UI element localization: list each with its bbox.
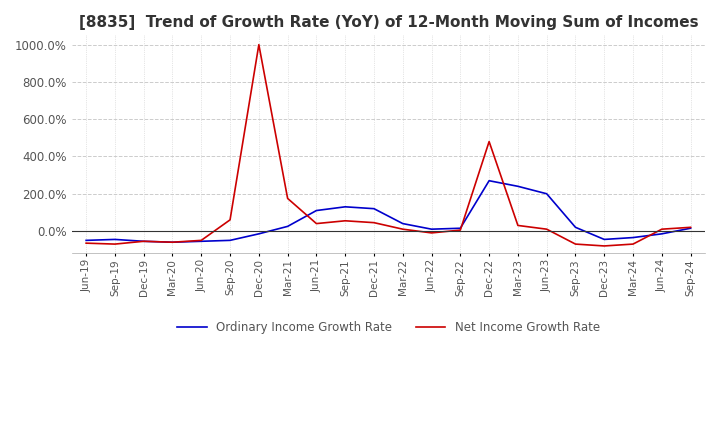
Net Income Growth Rate xyxy=(341,218,349,224)
Net Income Growth Rate xyxy=(427,230,436,235)
Ordinary Income Growth Rate xyxy=(111,237,120,242)
Net Income Growth Rate xyxy=(369,220,378,225)
Net Income Growth Rate xyxy=(140,238,148,244)
Net Income Growth Rate xyxy=(686,225,695,230)
Ordinary Income Growth Rate xyxy=(485,178,493,183)
Ordinary Income Growth Rate xyxy=(629,235,637,240)
Net Income Growth Rate xyxy=(82,241,91,246)
Ordinary Income Growth Rate xyxy=(283,224,292,229)
Line: Net Income Growth Rate: Net Income Growth Rate xyxy=(86,44,690,246)
Net Income Growth Rate xyxy=(542,227,551,232)
Ordinary Income Growth Rate xyxy=(82,238,91,243)
Net Income Growth Rate xyxy=(485,139,493,144)
Legend: Ordinary Income Growth Rate, Net Income Growth Rate: Ordinary Income Growth Rate, Net Income … xyxy=(172,317,604,339)
Ordinary Income Growth Rate xyxy=(456,226,464,231)
Net Income Growth Rate xyxy=(197,238,206,243)
Ordinary Income Growth Rate xyxy=(197,238,206,244)
Net Income Growth Rate xyxy=(571,242,580,247)
Ordinary Income Growth Rate xyxy=(686,226,695,231)
Ordinary Income Growth Rate xyxy=(369,206,378,211)
Ordinary Income Growth Rate xyxy=(600,237,608,242)
Ordinary Income Growth Rate xyxy=(542,191,551,196)
Ordinary Income Growth Rate xyxy=(657,231,666,236)
Net Income Growth Rate xyxy=(283,196,292,201)
Net Income Growth Rate xyxy=(398,227,407,232)
Net Income Growth Rate xyxy=(456,227,464,233)
Net Income Growth Rate xyxy=(111,242,120,247)
Ordinary Income Growth Rate xyxy=(312,208,320,213)
Net Income Growth Rate xyxy=(629,242,637,247)
Line: Ordinary Income Growth Rate: Ordinary Income Growth Rate xyxy=(86,181,690,242)
Ordinary Income Growth Rate xyxy=(254,231,263,236)
Net Income Growth Rate xyxy=(168,240,177,245)
Net Income Growth Rate xyxy=(254,42,263,47)
Net Income Growth Rate xyxy=(226,217,235,223)
Net Income Growth Rate xyxy=(657,227,666,232)
Ordinary Income Growth Rate xyxy=(571,225,580,230)
Ordinary Income Growth Rate xyxy=(140,238,148,244)
Ordinary Income Growth Rate xyxy=(341,204,349,209)
Title: [8835]  Trend of Growth Rate (YoY) of 12-Month Moving Sum of Incomes: [8835] Trend of Growth Rate (YoY) of 12-… xyxy=(78,15,698,30)
Ordinary Income Growth Rate xyxy=(398,221,407,226)
Net Income Growth Rate xyxy=(513,223,522,228)
Net Income Growth Rate xyxy=(312,221,320,226)
Ordinary Income Growth Rate xyxy=(427,227,436,232)
Net Income Growth Rate xyxy=(600,243,608,249)
Ordinary Income Growth Rate xyxy=(168,240,177,245)
Ordinary Income Growth Rate xyxy=(226,238,235,243)
Ordinary Income Growth Rate xyxy=(513,183,522,189)
